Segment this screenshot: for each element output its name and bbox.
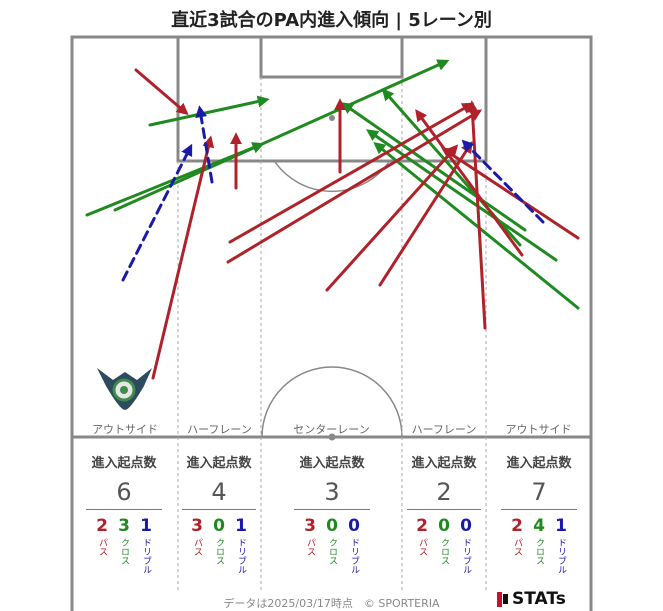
pass-word: パス: [512, 538, 522, 556]
goal-area: [259, 35, 404, 79]
entry-total: 6: [86, 477, 162, 510]
brand-logo: STATs: [497, 589, 566, 609]
entry-total: 7: [501, 477, 577, 510]
cross-count: 3: [118, 516, 130, 536]
pass-count: 2: [416, 516, 428, 536]
lane-stats-outside-left: 進入起点数 6 2 パス 3 クロス 1 ドリブル: [86, 452, 162, 574]
page-title: 直近3試合のPA内進入傾向 | 5レーン別: [171, 10, 492, 31]
lane-label-outside-left: アウトサイド: [92, 423, 158, 436]
footer-note: データは2025/03/17時点 © SPORTERIA: [223, 597, 440, 610]
dribble-count: 0: [460, 516, 472, 536]
cross-count: 0: [438, 516, 450, 536]
pass-arrow-7: [325, 144, 459, 292]
lane-stats-half-right: 進入起点数 2 2 パス 0 クロス 0 ドリブル: [407, 452, 481, 574]
pass-arrow-10: [415, 109, 524, 257]
cross-arrow-1: [148, 95, 270, 127]
lane-stats-outside-right: 進入起点数 7 2 パス 4 クロス 1 ドリブル: [501, 452, 577, 574]
penalty-spot: [329, 115, 335, 121]
dribble-word: ドリブル: [349, 538, 359, 574]
pass-word: パス: [417, 538, 427, 556]
stat-label: 進入起点数: [506, 456, 572, 471]
dribble-count: 1: [235, 516, 247, 536]
dribble-word: ドリブル: [141, 538, 151, 574]
entry-total: 3: [294, 477, 370, 510]
pass-word: パス: [305, 538, 315, 556]
penalty-arc: [274, 161, 390, 193]
pass-count: 3: [191, 516, 203, 536]
dribble-word: ドリブル: [236, 538, 246, 574]
cross-arrow-7: [373, 141, 580, 310]
entry-total: 4: [182, 477, 256, 510]
lane-label-half-left: ハーフレーン: [187, 423, 252, 436]
center-spot: [328, 433, 336, 441]
pass-word: パス: [192, 538, 202, 556]
dribble-arrow-1: [121, 143, 193, 282]
brand-name: STATs: [512, 589, 566, 609]
lane-stats-center: 進入起点数 3 3 パス 0 クロス 0 ドリブル: [294, 452, 370, 574]
pass-arrow-8: [378, 140, 473, 287]
brand-mark-icon: [497, 591, 502, 607]
cross-word: クロス: [439, 538, 449, 565]
stat-label: 進入起点数: [411, 456, 477, 471]
pass-word: パス: [97, 538, 107, 556]
cross-arrow-3: [113, 59, 450, 212]
dribble-word: ドリブル: [461, 538, 471, 574]
pass-count: 2: [96, 516, 108, 536]
pass-count: 3: [304, 516, 316, 536]
pass-arrow-1: [151, 135, 215, 380]
cross-word: クロス: [327, 538, 337, 565]
pass-arrow-6: [226, 109, 483, 264]
dribble-count: 0: [348, 516, 360, 536]
entry-total: 2: [407, 477, 481, 510]
pass-arrow-2: [134, 68, 189, 116]
lane-label-outside-right: アウトサイド: [505, 423, 572, 436]
cross-word: クロス: [214, 538, 224, 565]
lane-label-half-right: ハーフレーン: [411, 423, 477, 436]
cross-count: 4: [533, 516, 545, 536]
cross-count: 0: [326, 516, 338, 536]
dribble-word: ドリブル: [556, 538, 566, 574]
pass-arrow-11: [440, 147, 580, 240]
cross-word: クロス: [119, 538, 129, 565]
lane-stats-half-left: 進入起点数 4 3 パス 0 クロス 1 ドリブル: [182, 452, 256, 574]
cross-arrow-5: [341, 102, 527, 232]
stat-label: 進入起点数: [299, 456, 365, 471]
dribble-count: 1: [140, 516, 152, 536]
team-crest-icon: [97, 368, 152, 410]
pass-count: 2: [511, 516, 523, 536]
cross-arrow-6: [366, 129, 558, 262]
stat-label: 進入起点数: [186, 456, 252, 471]
pass-arrow-9: [466, 100, 487, 330]
lane-label-center: センターレーン: [293, 423, 370, 436]
cross-word: クロス: [534, 538, 544, 565]
dribble-arrow-3: [461, 139, 545, 224]
entry-arrows: [85, 59, 580, 380]
dribble-arrow-2: [195, 105, 214, 184]
center-circle: [261, 366, 403, 438]
dribble-count: 1: [555, 516, 567, 536]
lane-dividers: [177, 77, 487, 590]
stat-label: 進入起点数: [91, 456, 157, 471]
cross-count: 0: [213, 516, 225, 536]
